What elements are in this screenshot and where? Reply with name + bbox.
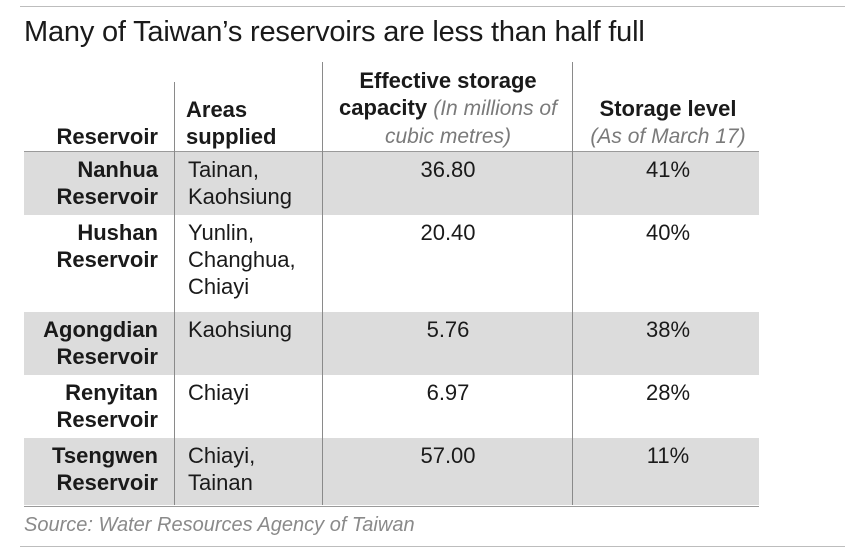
cell-capacity: 20.40 [420, 220, 476, 245]
column-header-label: Storage level [599, 96, 737, 121]
table-row: Agongdian Reservoir Kaohsiung 5.76 38% [24, 312, 759, 375]
table-row: Tsengwen Reservoir Chiayi, Tainan 57.00 … [24, 438, 759, 505]
table-row: Hushan Reservoir Yunlin, Changhua, Chiay… [24, 215, 759, 312]
column-header-areas: Areas supplied [186, 60, 316, 150]
column-header-storage-level: Storage level (As of March 17) [578, 60, 758, 150]
source-note: Source: Water Resources Agency of Taiwan [24, 514, 415, 536]
top-rule [20, 6, 845, 7]
cell-reservoir: Nanhua Reservoir [56, 157, 158, 209]
cell-storage-level: 41% [645, 157, 691, 182]
cell-storage-level: 28% [645, 380, 691, 405]
header-divider [24, 151, 759, 152]
column-header-label: Reservoir [56, 124, 158, 149]
cell-storage-level: 38% [645, 317, 691, 342]
cell-capacity: 36.80 [420, 157, 476, 182]
cell-capacity: 6.97 [426, 380, 470, 405]
column-divider [174, 82, 175, 505]
column-header-label: Effective storage capacity [339, 68, 537, 120]
cell-areas: Tainan, Kaohsiung [188, 157, 292, 209]
bottom-rule [20, 546, 845, 547]
cell-areas: Chiayi [188, 380, 250, 405]
chart-title: Many of Taiwan’s reservoirs are less tha… [24, 16, 645, 48]
column-header-capacity: Effective storage capacity (In millions … [330, 60, 566, 150]
cell-reservoir: Tsengwen Reservoir [52, 443, 158, 495]
table-bottom-rule [24, 506, 759, 507]
cell-areas: Yunlin, Changhua, Chiayi [188, 220, 296, 299]
table-row: Renyitan Reservoir Chiayi 6.97 28% [24, 375, 759, 438]
column-header-reservoir: Reservoir [24, 60, 158, 150]
cell-reservoir: Agongdian Reservoir [43, 317, 158, 369]
table-row: Nanhua Reservoir Tainan, Kaohsiung 36.80… [24, 152, 759, 215]
cell-storage-level: 11% [646, 443, 690, 468]
cell-reservoir: Hushan Reservoir [56, 220, 158, 272]
column-header-sublabel: (In millions of cubic metres) [384, 97, 557, 148]
column-divider [572, 62, 573, 505]
column-header-sublabel: (As of March 17) [590, 125, 746, 148]
cell-storage-level: 40% [645, 220, 691, 245]
cell-reservoir: Renyitan Reservoir [56, 380, 158, 432]
cell-areas: Kaohsiung [188, 317, 292, 342]
column-divider [322, 62, 323, 505]
cell-areas: Chiayi, Tainan [188, 443, 256, 495]
cell-capacity: 57.00 [420, 443, 476, 468]
column-header-label: Areas supplied [186, 97, 277, 149]
cell-capacity: 5.76 [426, 317, 470, 342]
